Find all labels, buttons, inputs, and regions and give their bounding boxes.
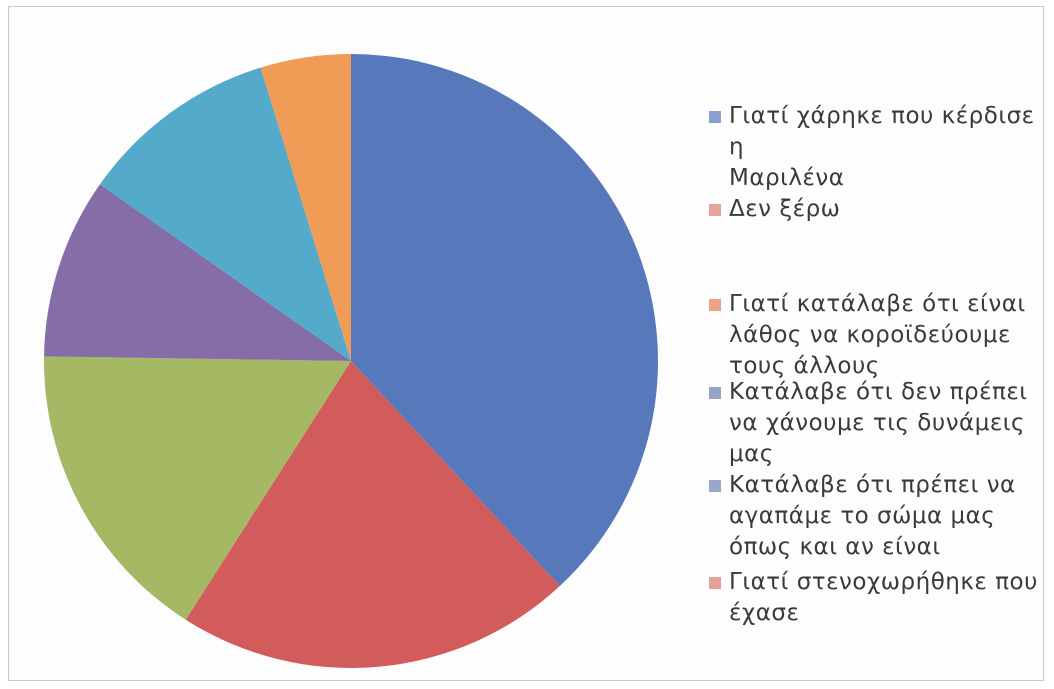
- legend-label-5: Γιατί στενοχωρήθηκε που έχασε: [729, 569, 1038, 626]
- pie-slice-2: [43, 356, 351, 620]
- pie-slice-5: [260, 54, 351, 361]
- legend-swatch-3: [709, 387, 721, 399]
- legend-swatch-2: [709, 299, 721, 311]
- pie-slice-3: [44, 184, 351, 361]
- pie-slice-4: [99, 67, 352, 361]
- legend-swatch-1: [709, 204, 721, 216]
- legend-item-2: Γιατί κατάλαβε ότι είναι λάθος να κοροϊδ…: [709, 289, 1039, 382]
- chart-frame: Γιατί χάρηκε που κέρδισε η Μαριλένα Δεν …: [8, 6, 1044, 681]
- legend-label-1: Δεν ξέρω: [729, 196, 841, 222]
- legend-label-0: Γιατί χάρηκε που κέρδισε η Μαριλένα: [729, 103, 1035, 191]
- pie-slice-0: [351, 54, 659, 587]
- legend-item-1: Δεν ξέρω: [709, 194, 1039, 225]
- legend-item-3: Κατάλαβε ότι δεν πρέπει να χάνουμε τις δ…: [709, 377, 1039, 470]
- legend-label-3: Κατάλαβε ότι δεν πρέπει να χάνουμε τις δ…: [729, 379, 1028, 467]
- legend-swatch-5: [709, 577, 721, 589]
- legend-swatch-4: [709, 480, 721, 492]
- legend-item-5: Γιατί στενοχωρήθηκε που έχασε: [709, 567, 1039, 629]
- legend-item-4: Κατάλαβε ότι πρέπει να αγαπάμε το σώμα μ…: [709, 470, 1039, 563]
- pie-chart: [43, 54, 659, 669]
- legend-label-4: Κατάλαβε ότι πρέπει να αγαπάμε το σώμα μ…: [729, 472, 1016, 560]
- pie-slices: [43, 54, 659, 669]
- legend-swatch-0: [709, 111, 721, 123]
- pie-slice-1: [185, 361, 560, 669]
- legend-label-2: Γιατί κατάλαβε ότι είναι λάθος να κοροϊδ…: [729, 291, 1026, 379]
- legend-item-0: Γιατί χάρηκε που κέρδισε η Μαριλένα: [709, 101, 1039, 194]
